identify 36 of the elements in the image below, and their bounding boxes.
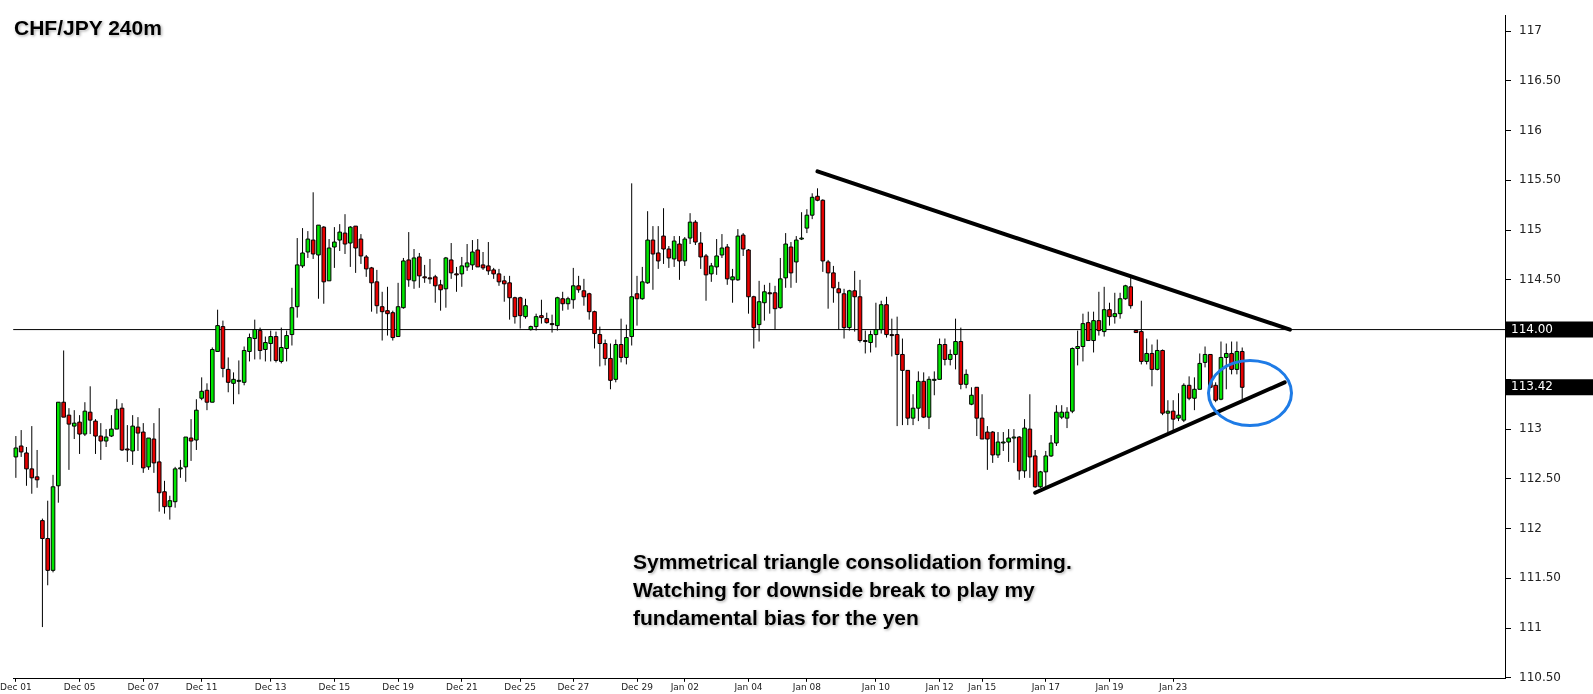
- y-tick-label: 111.50: [1519, 570, 1561, 585]
- x-tick-label: Jan 12: [924, 681, 954, 692]
- x-tick-label: Jan 04: [733, 681, 763, 692]
- x-tick-label: Dec 01: [0, 681, 32, 692]
- x-tick-label: Dec 29: [621, 681, 654, 692]
- x-tick-label: Dec 19: [382, 681, 415, 692]
- x-tick-label: Dec 27: [557, 681, 590, 692]
- y-tick-label: 110.50: [1519, 669, 1561, 684]
- text: 113.42: [1511, 379, 1553, 394]
- y-tick-label: 116: [1519, 122, 1542, 137]
- x-tick-label: Jan 15: [966, 681, 997, 692]
- chart-title: CHF/JPY 240m: [14, 16, 162, 40]
- y-tick-label: 115: [1519, 222, 1542, 237]
- x-tick-label: Dec 07: [127, 681, 160, 692]
- y-tick-label: 111: [1519, 620, 1542, 635]
- y-tick-label: 117: [1519, 23, 1542, 38]
- y-tick-label: 114.50: [1519, 271, 1561, 286]
- ref-line-label: 114.00: [1511, 321, 1553, 336]
- x-tick-label: Dec 25: [504, 681, 537, 692]
- y-tick-label: 113: [1519, 421, 1542, 436]
- x-tick-label: Jan 23: [1158, 681, 1188, 692]
- x-tick-label: Dec 13: [254, 681, 287, 692]
- y-tick-label: 112: [1519, 520, 1542, 535]
- x-tick-label: Dec 15: [318, 681, 351, 692]
- x-tick-label: Jan 17: [1030, 681, 1060, 692]
- x-tick-label: Dec 11: [185, 681, 218, 692]
- y-tick-label: 115.50: [1519, 172, 1561, 187]
- y-tick-label: 112.50: [1519, 470, 1561, 485]
- x-tick-label: Jan 10: [860, 681, 891, 692]
- x-tick-label: Jan 19: [1094, 681, 1124, 692]
- x-tick-label: Dec 21: [445, 681, 478, 692]
- x-tick-label: Dec 05: [63, 681, 96, 692]
- x-tick-label: Jan 02: [669, 681, 699, 692]
- y-tick-label: 116.50: [1519, 72, 1561, 87]
- annotation: Symmetrical triangle consolidation forming. Watching for downside break to play my fundamental bias for the yen: [633, 549, 1073, 631]
- x-tick-label: Jan 08: [791, 681, 822, 692]
